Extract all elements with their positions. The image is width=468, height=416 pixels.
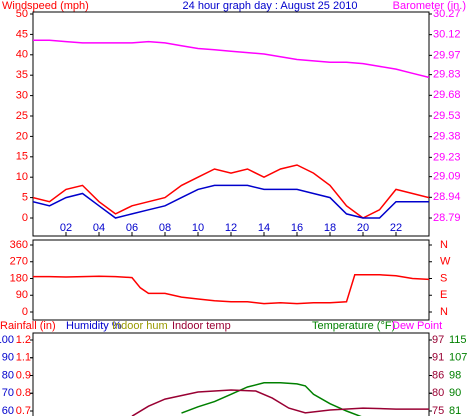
y-tick-label: 29.38	[433, 131, 461, 143]
legend-label: Humidity %	[66, 320, 122, 332]
y-tick-label: 100	[0, 334, 14, 346]
y-tick-label: 29.53	[433, 110, 461, 122]
y-tick-label: 29.68	[433, 89, 461, 101]
y-tick-label: 29.97	[433, 49, 461, 61]
y-tick-label: E	[440, 289, 447, 301]
y-tick-label: 60	[2, 405, 14, 416]
y2-axis-title: Barometer (in.)	[393, 0, 466, 12]
y-tick-label: 360	[10, 239, 28, 251]
x-tick-label: 20	[357, 222, 369, 234]
y-tick-label: 80	[432, 387, 444, 399]
y-tick-label: 70	[2, 387, 14, 399]
y-tick-label: N	[440, 306, 448, 318]
y-tick-label: 0.8	[16, 387, 31, 399]
legend-label: Rainfall (in)	[0, 320, 56, 332]
y-tick-label: W	[440, 256, 451, 268]
y-tick-label: 30.12	[433, 29, 461, 41]
panel-frame	[32, 11, 430, 237]
series-line	[181, 382, 362, 416]
chart-title: 24 hour graph day : August 25 2010	[183, 0, 358, 12]
x-tick-label: 22	[390, 222, 402, 234]
y-tick-label: 20	[16, 130, 28, 142]
y-tick-label: 50	[16, 8, 28, 20]
x-tick-label: 16	[291, 222, 303, 234]
y-tick-label: 97	[432, 334, 444, 346]
y-tick-label: 180	[10, 272, 28, 284]
y-tick-label: 1.1	[16, 352, 31, 364]
y-tick-label: 30	[16, 90, 28, 102]
x-tick-label: 08	[159, 222, 171, 234]
y-tick-label: 75	[432, 405, 444, 416]
panel-frame	[32, 332, 430, 416]
series-line	[33, 274, 429, 305]
y-tick-label: 107	[449, 352, 467, 364]
y-tick-label: 0	[22, 212, 28, 224]
y-tick-label: 10	[16, 171, 28, 183]
y-tick-label: 80	[2, 369, 14, 381]
legend-label: Temperature (°F)	[312, 320, 395, 332]
y-tick-label: 15	[16, 151, 28, 163]
x-tick-label: 10	[192, 222, 204, 234]
y-tick-label: 35	[16, 69, 28, 81]
legend-label: Indoor hum	[112, 320, 168, 332]
panel-frame	[32, 239, 430, 321]
x-tick-label: 06	[126, 222, 138, 234]
y-tick-label: 28.79	[433, 212, 461, 224]
y-tick-label: 98	[449, 369, 461, 381]
y-tick-label: 0.7	[16, 405, 31, 416]
y-tick-label: S	[440, 272, 447, 284]
y-tick-label: 5	[22, 192, 28, 204]
x-tick-label: 02	[60, 222, 72, 234]
x-tick-label: 18	[324, 222, 336, 234]
legend-label: Dew Point	[392, 320, 442, 332]
y-tick-label: 270	[10, 256, 28, 268]
series-line	[33, 39, 429, 79]
y-axis-title: Windspeed (mph)	[2, 0, 89, 12]
y-tick-label: 0	[22, 306, 28, 318]
y-tick-label: 29.83	[433, 69, 461, 81]
x-tick-label: 04	[93, 222, 105, 234]
y-tick-label: 90	[16, 289, 28, 301]
series-line	[33, 184, 429, 219]
series-line	[33, 164, 429, 219]
y-tick-label: 30.27	[433, 8, 461, 20]
y-tick-label: 86	[432, 369, 444, 381]
series-line	[131, 389, 429, 416]
y-tick-label: 0.9	[16, 369, 31, 381]
y-tick-label: 25	[16, 110, 28, 122]
y-tick-label: 29.09	[433, 171, 461, 183]
y-tick-label: 115	[449, 334, 467, 346]
y-tick-label: 40	[16, 49, 28, 61]
y-tick-label: 90	[449, 387, 461, 399]
x-tick-label: 12	[225, 222, 237, 234]
y-tick-label: N	[440, 239, 448, 251]
y-tick-label: 81	[449, 405, 461, 416]
x-tick-label: 14	[258, 222, 270, 234]
legend-label: Indoor temp	[172, 320, 231, 332]
y-tick-label: 29.23	[433, 151, 461, 163]
y-tick-label: 45	[16, 28, 28, 40]
y-tick-label: 91	[432, 352, 444, 364]
y-tick-label: 90	[2, 352, 14, 364]
y-tick-label: 28.94	[433, 191, 461, 203]
y-tick-label: 1.2	[16, 334, 31, 346]
